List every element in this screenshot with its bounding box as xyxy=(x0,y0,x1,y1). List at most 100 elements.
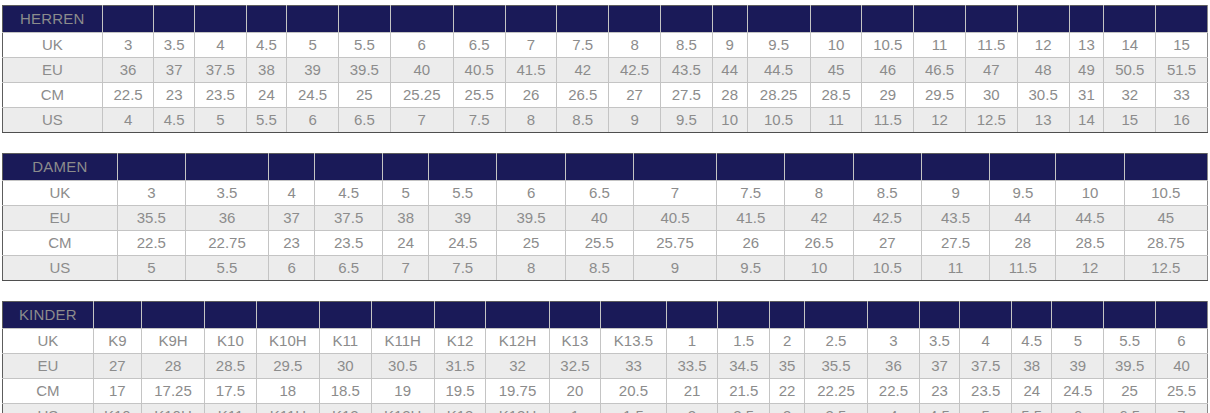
size-table-kinder: KINDERUKK9K9HK10K10HK11K11HK12K12HK13K13… xyxy=(2,301,1208,413)
size-cell: 37.5 xyxy=(315,206,383,231)
header-spacer-cell xyxy=(960,302,1012,329)
size-cell: 10 xyxy=(1056,181,1124,206)
size-cell: 1.5 xyxy=(601,404,666,413)
size-cell: 37.5 xyxy=(194,58,246,83)
size-cell: 11.5 xyxy=(862,108,914,133)
size-cell: 44 xyxy=(990,206,1056,231)
size-cell: 24 xyxy=(1012,379,1052,404)
size-cell: 49 xyxy=(1069,58,1104,83)
size-cell: 38 xyxy=(383,206,429,231)
size-cell: 4.5 xyxy=(246,33,286,58)
header-spacer-cell xyxy=(712,6,747,33)
size-cell: 29.5 xyxy=(914,83,966,108)
size-cell: K10H xyxy=(142,404,205,413)
size-cell: 14 xyxy=(1069,108,1104,133)
size-cell: 8 xyxy=(609,33,661,58)
size-cell: 13 xyxy=(1069,33,1104,58)
size-cell: 6 xyxy=(390,33,453,58)
size-cell: 6 xyxy=(1156,329,1208,354)
size-cell: 27 xyxy=(93,354,141,379)
header-spacer-cell xyxy=(1012,302,1052,329)
size-cell: 30 xyxy=(319,354,371,379)
header-spacer-cell xyxy=(117,154,185,181)
size-cell: 38 xyxy=(1012,354,1052,379)
size-row-uk: UK33.544.555.566.577.588.599.51010.5 xyxy=(3,181,1208,206)
header-spacer-cell xyxy=(434,302,486,329)
size-cell: 24 xyxy=(383,231,429,256)
size-cell: 5 xyxy=(194,108,246,133)
size-cell: 2 xyxy=(770,329,805,354)
header-spacer-cell xyxy=(965,6,1017,33)
size-cell: 7 xyxy=(383,256,429,281)
size-cell: 35 xyxy=(770,354,805,379)
header-spacer-cell xyxy=(1104,6,1156,33)
size-cell: 24.5 xyxy=(287,83,339,108)
row-label: UK xyxy=(3,329,94,354)
size-cell: 42 xyxy=(557,58,609,83)
size-row-us: US55.566.577.588.599.51010.51111.51212.5 xyxy=(3,256,1208,281)
size-cell: 9.5 xyxy=(747,33,810,58)
header-spacer-cell xyxy=(497,154,565,181)
header-spacer-cell xyxy=(154,6,194,33)
size-cell: 24.5 xyxy=(1052,379,1104,404)
size-cell: 39.5 xyxy=(1104,354,1156,379)
size-cell: 25.5 xyxy=(565,231,633,256)
header-spacer-cell xyxy=(486,302,549,329)
size-cell: 12.5 xyxy=(965,108,1017,133)
size-table-herren: HERRENUK33.544.555.566.577.588.599.51010… xyxy=(2,5,1208,133)
size-cell: 21.5 xyxy=(718,379,770,404)
size-cell: K13H xyxy=(486,404,549,413)
size-cell: 18.5 xyxy=(319,379,371,404)
size-cell: 31 xyxy=(1069,83,1104,108)
size-row-cm: CM1717.2517.51818.51919.519.752020.52121… xyxy=(3,379,1208,404)
row-label: UK xyxy=(3,181,118,206)
size-cell: 11 xyxy=(810,108,862,133)
size-cell: 32 xyxy=(486,354,549,379)
table-title: HERREN xyxy=(3,6,103,33)
header-spacer-cell xyxy=(505,6,557,33)
size-cell: 25.25 xyxy=(390,83,453,108)
size-cell: 8.5 xyxy=(557,108,609,133)
size-cell: 7.5 xyxy=(557,33,609,58)
size-row-eu: EU363737.5383939.54040.541.54242.543.544… xyxy=(3,58,1208,83)
header-spacer-cell xyxy=(1156,302,1208,329)
size-cell: 7.5 xyxy=(453,108,505,133)
size-cell: 22.5 xyxy=(868,379,920,404)
row-label: EU xyxy=(3,354,94,379)
size-cell: 28.5 xyxy=(205,354,257,379)
size-cell: 4 xyxy=(960,329,1012,354)
size-cell: 3.5 xyxy=(185,181,268,206)
size-cell: 11 xyxy=(914,33,966,58)
size-cell: 7 xyxy=(390,108,453,133)
size-cell: 28.5 xyxy=(810,83,862,108)
size-cell: 10.5 xyxy=(1124,181,1207,206)
header-spacer-cell xyxy=(1052,302,1104,329)
size-cell: K11H xyxy=(256,404,319,413)
size-cell: 11.5 xyxy=(965,33,1017,58)
size-cell: 38 xyxy=(246,58,286,83)
row-label: US xyxy=(3,404,94,413)
size-cell: 5.5 xyxy=(246,108,286,133)
size-cell: 33.5 xyxy=(666,354,718,379)
header-spacer-cell xyxy=(453,6,505,33)
size-chart-page: HERRENUK33.544.555.566.577.588.599.51010… xyxy=(0,0,1210,413)
size-cell: 25.5 xyxy=(1156,379,1208,404)
size-cell: 9 xyxy=(712,33,747,58)
size-row-cm: CM22.522.752323.52424.52525.525.752626.5… xyxy=(3,231,1208,256)
size-cell: 36 xyxy=(185,206,268,231)
header-spacer-cell xyxy=(390,6,453,33)
header-spacer-cell xyxy=(1104,302,1156,329)
header-spacer-cell xyxy=(194,6,246,33)
header-spacer-cell xyxy=(338,6,390,33)
header-spacer-cell xyxy=(804,302,867,329)
table-header-row: KINDER xyxy=(3,302,1208,329)
size-cell: 30.5 xyxy=(371,354,434,379)
size-cell: 26 xyxy=(505,83,557,108)
size-cell: 51.5 xyxy=(1156,58,1208,83)
size-cell: 5 xyxy=(117,256,185,281)
size-cell: K10 xyxy=(93,404,141,413)
size-row-uk: UK33.544.555.566.577.588.599.51010.51111… xyxy=(3,33,1208,58)
size-cell: 5.5 xyxy=(338,33,390,58)
size-cell: 3 xyxy=(117,181,185,206)
table-title: KINDER xyxy=(3,302,94,329)
